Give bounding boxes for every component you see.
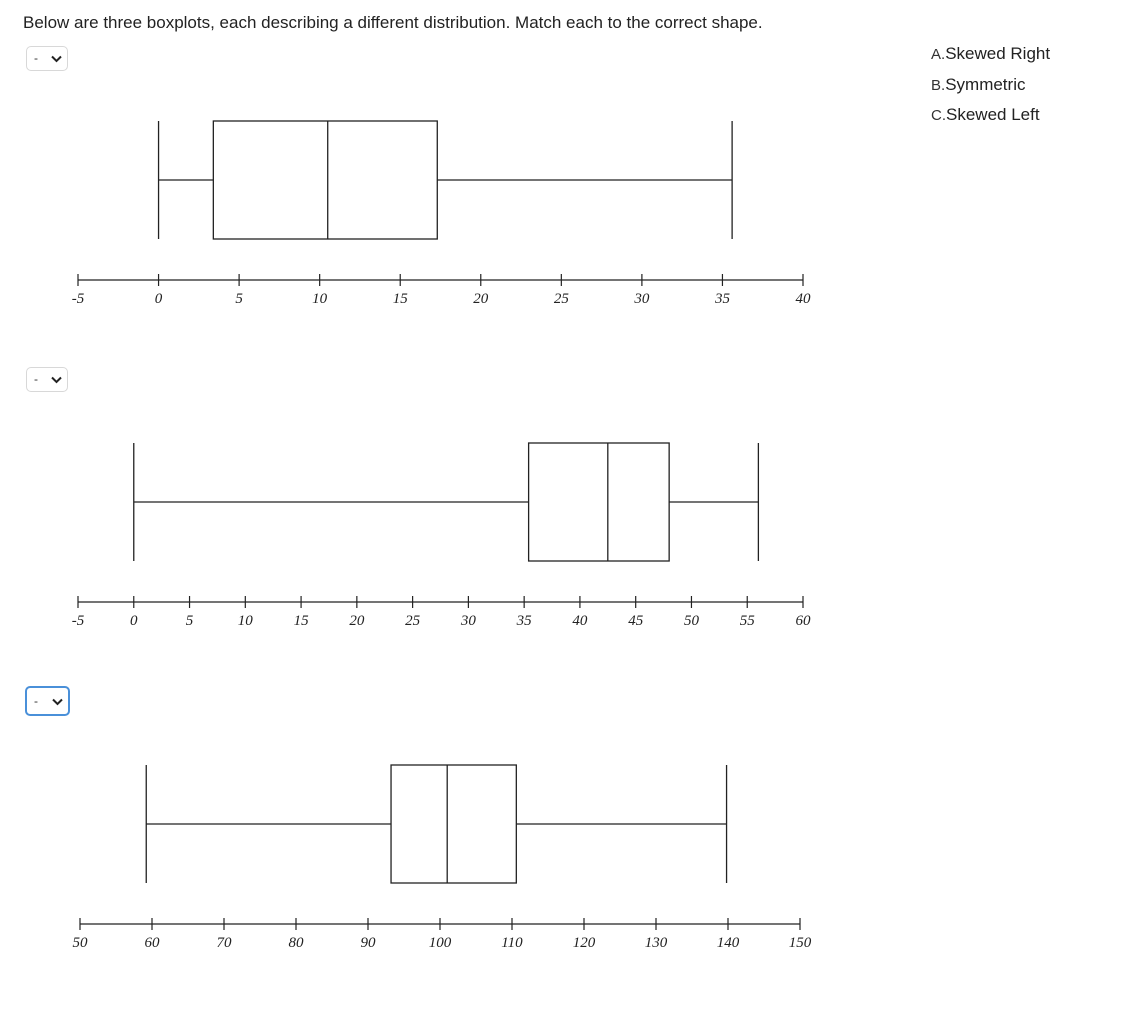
x-tick-label: 15 xyxy=(393,291,409,307)
x-tick-label: 25 xyxy=(405,613,421,629)
x-tick-label: 50 xyxy=(684,613,700,629)
answer-letter: A. xyxy=(931,46,946,63)
boxplot-1: -5 0 5 10 15 20 25 30 35 40 xyxy=(72,120,812,307)
box-iqr xyxy=(212,120,438,240)
answer-option-b: B.Symmetric xyxy=(931,75,1050,106)
x-tick-label: 30 xyxy=(460,613,477,629)
answer-letter: B. xyxy=(931,76,946,94)
x-tick-label: 100 xyxy=(429,935,452,951)
answer-text: Skewed Left xyxy=(946,105,1040,124)
x-tick-label: 35 xyxy=(516,613,533,629)
dropdown-value: - xyxy=(34,51,38,65)
x-tick-label: 40 xyxy=(572,613,588,629)
dropdown-value: - xyxy=(34,694,38,708)
x-tick-label: 25 xyxy=(554,291,570,307)
x-tick-label: -5 xyxy=(72,613,85,629)
x-tick-label: 10 xyxy=(238,613,254,629)
x-tick-label: 110 xyxy=(501,935,523,951)
match-dropdown-2[interactable]: - xyxy=(26,367,68,392)
x-tick-label: 55 xyxy=(740,613,756,629)
chevron-down-icon xyxy=(51,376,62,384)
x-tick-label: 15 xyxy=(294,613,310,629)
x-tick-label: 120 xyxy=(573,935,596,951)
answer-option-c: C.Skewed Left xyxy=(931,105,1050,136)
box-iqr xyxy=(390,764,517,884)
x-tick-label: 70 xyxy=(217,935,233,951)
boxplot-2: -5 0 5 10 15 20 25 30 35 40 45 50 55 60 xyxy=(72,442,812,629)
x-tick-label: 45 xyxy=(628,613,644,629)
match-dropdown-3[interactable]: - xyxy=(25,686,70,716)
x-tick-label: 90 xyxy=(361,935,377,951)
x-tick-label: 20 xyxy=(349,613,365,629)
answer-options: A.Skewed Right B.Symmetric C.Skewed Left xyxy=(931,44,1050,136)
answer-letter: C. xyxy=(931,107,946,124)
x-tick-label: 5 xyxy=(235,291,243,307)
answer-option-a: A.Skewed Right xyxy=(931,44,1050,75)
x-tick-label: 140 xyxy=(717,935,740,951)
x-tick-label: 20 xyxy=(473,291,489,307)
x-tick-label: 80 xyxy=(289,935,305,951)
boxplot-3: 50 60 70 80 90 100 110 120 130 140 150 xyxy=(73,764,812,951)
x-tick-label: 150 xyxy=(789,935,812,951)
x-tick-label: -5 xyxy=(72,291,85,307)
x-tick-label: 60 xyxy=(145,935,161,951)
x-tick-label: 10 xyxy=(312,291,328,307)
answer-text: Symmetric xyxy=(945,74,1026,94)
question-prompt: Below are three boxplots, each describin… xyxy=(23,13,763,32)
x-tick-label: 35 xyxy=(714,291,731,307)
chevron-down-icon xyxy=(51,55,62,63)
match-dropdown-1[interactable]: - xyxy=(26,46,68,71)
x-tick-label: 130 xyxy=(645,935,668,951)
x-tick-label: 60 xyxy=(796,613,812,629)
x-tick-label: 40 xyxy=(796,291,812,307)
x-tick-label: 5 xyxy=(186,613,194,629)
x-tick-label: 0 xyxy=(155,291,163,307)
x-tick-label: 50 xyxy=(73,935,89,951)
x-tick-label: 0 xyxy=(130,613,138,629)
answer-text: Skewed Right xyxy=(945,44,1051,63)
x-tick-label: 30 xyxy=(633,291,650,307)
chevron-down-icon xyxy=(52,698,63,706)
dropdown-value: - xyxy=(34,372,38,386)
box-iqr xyxy=(527,442,670,562)
